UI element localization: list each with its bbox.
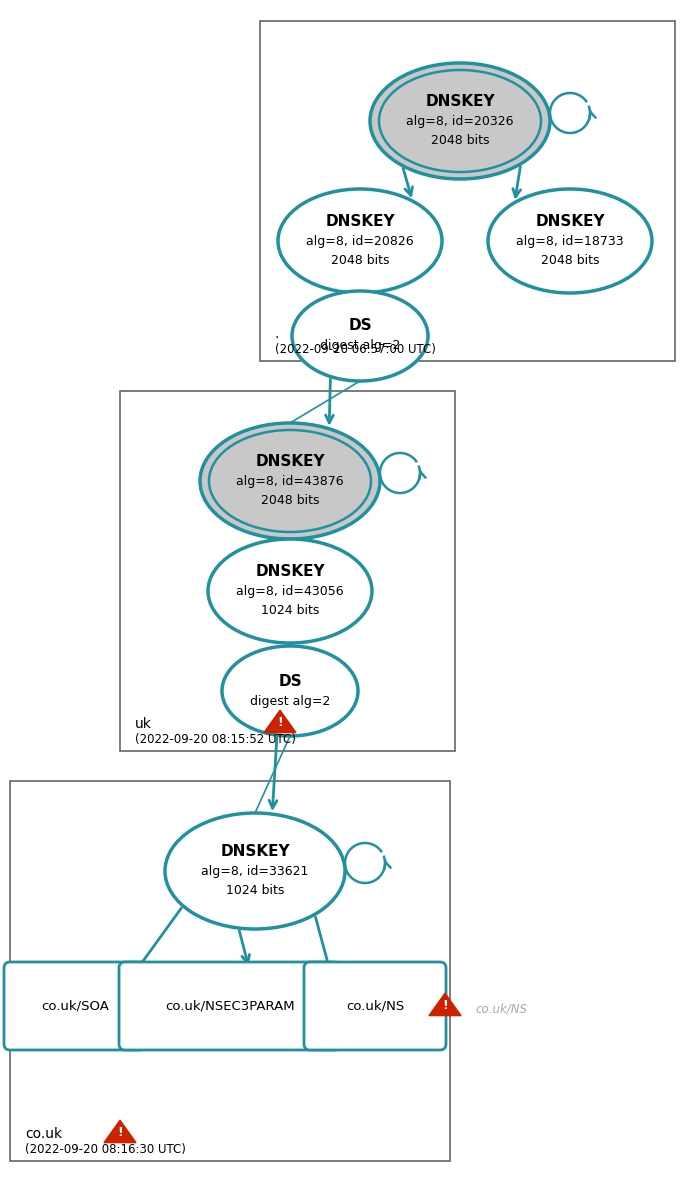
Text: (2022-09-20 06:57:00 UTC): (2022-09-20 06:57:00 UTC) — [275, 342, 436, 355]
Text: digest alg=2: digest alg=2 — [320, 339, 400, 352]
Text: alg=8, id=33621: alg=8, id=33621 — [202, 864, 309, 877]
Ellipse shape — [165, 813, 345, 929]
Text: 2048 bits: 2048 bits — [261, 495, 319, 508]
Text: DS: DS — [278, 673, 302, 689]
Ellipse shape — [278, 189, 442, 293]
FancyBboxPatch shape — [119, 963, 341, 1050]
Text: co.uk/NS: co.uk/NS — [346, 999, 404, 1012]
Text: uk: uk — [135, 717, 152, 731]
Text: alg=8, id=43876: alg=8, id=43876 — [236, 475, 344, 488]
FancyBboxPatch shape — [4, 963, 146, 1050]
Text: alg=8, id=20826: alg=8, id=20826 — [306, 235, 414, 248]
Text: (2022-09-20 08:15:52 UTC): (2022-09-20 08:15:52 UTC) — [135, 733, 296, 746]
Ellipse shape — [292, 291, 428, 381]
Text: alg=8, id=43056: alg=8, id=43056 — [236, 585, 344, 598]
Text: 1024 bits: 1024 bits — [261, 605, 319, 618]
Ellipse shape — [370, 63, 550, 180]
Text: DNSKEY: DNSKEY — [255, 563, 325, 579]
Text: co.uk/NSEC3PARAM: co.uk/NSEC3PARAM — [165, 999, 295, 1012]
Text: !: ! — [117, 1125, 123, 1138]
Ellipse shape — [200, 423, 380, 539]
Polygon shape — [429, 993, 461, 1016]
Text: co.uk: co.uk — [25, 1127, 62, 1141]
Text: alg=8, id=18733: alg=8, id=18733 — [516, 235, 624, 248]
Polygon shape — [264, 710, 296, 732]
Text: co.uk/NS: co.uk/NS — [475, 1003, 527, 1016]
Text: DS: DS — [348, 319, 372, 333]
Text: !: ! — [277, 716, 283, 729]
Text: .: . — [275, 327, 279, 341]
Text: DNSKEY: DNSKEY — [425, 93, 495, 109]
FancyBboxPatch shape — [304, 963, 446, 1050]
Text: digest alg=2: digest alg=2 — [250, 694, 330, 707]
Text: !: ! — [442, 999, 448, 1012]
Text: 2048 bits: 2048 bits — [331, 254, 389, 268]
Text: 2048 bits: 2048 bits — [541, 254, 599, 268]
Polygon shape — [104, 1121, 136, 1142]
Text: DNSKEY: DNSKEY — [325, 214, 395, 228]
FancyBboxPatch shape — [10, 781, 450, 1161]
FancyBboxPatch shape — [120, 391, 455, 751]
Text: DNSKEY: DNSKEY — [535, 214, 605, 228]
Text: 1024 bits: 1024 bits — [226, 885, 284, 898]
FancyBboxPatch shape — [260, 21, 675, 361]
Text: alg=8, id=20326: alg=8, id=20326 — [407, 115, 514, 128]
Ellipse shape — [488, 189, 652, 293]
Text: DNSKEY: DNSKEY — [220, 843, 290, 859]
Ellipse shape — [208, 539, 372, 642]
Ellipse shape — [222, 646, 358, 736]
Text: (2022-09-20 08:16:30 UTC): (2022-09-20 08:16:30 UTC) — [25, 1143, 186, 1156]
Text: 2048 bits: 2048 bits — [431, 135, 489, 148]
Text: DNSKEY: DNSKEY — [255, 454, 325, 469]
Text: co.uk/SOA: co.uk/SOA — [41, 999, 109, 1012]
